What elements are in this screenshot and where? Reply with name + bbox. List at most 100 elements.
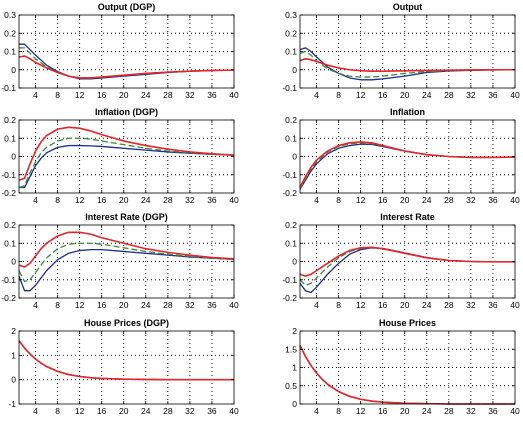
x-tick-label: 40 xyxy=(229,90,239,100)
axes-frame xyxy=(18,330,235,405)
series-green-line xyxy=(18,340,234,381)
x-tick-label: 16 xyxy=(97,195,107,205)
x-tick-label: 28 xyxy=(444,90,454,100)
y-tick-label: -0.1 xyxy=(1,170,16,180)
x-tick-label: 20 xyxy=(400,300,410,310)
y-tick-label: 0.1 xyxy=(4,133,16,143)
series-green-line xyxy=(18,242,235,283)
x-tick-label: 12 xyxy=(356,195,366,205)
x-tick-label: 40 xyxy=(510,90,520,100)
y-tick-label: 1 xyxy=(11,350,16,360)
x-tick-label: 36 xyxy=(207,300,217,310)
x-tick-label: 36 xyxy=(488,300,498,310)
y-tick-label: 0.2 xyxy=(285,220,297,230)
x-tick-label: 20 xyxy=(119,195,129,205)
series-red-line xyxy=(299,246,515,277)
y-tick-label: -0.1 xyxy=(282,83,297,93)
series-blue-line xyxy=(299,345,515,405)
y-tick-label: 0.1 xyxy=(4,47,16,57)
x-tick-label: 24 xyxy=(422,300,432,310)
x-tick-label: 4 xyxy=(314,406,319,416)
series-green-line xyxy=(299,50,516,78)
x-tick-label: 16 xyxy=(97,406,107,416)
series-red-line xyxy=(18,55,235,79)
x-tick-label: 8 xyxy=(55,90,60,100)
x-tick-label: 20 xyxy=(119,406,129,416)
y-tick-label: -1 xyxy=(8,399,16,409)
x-tick-label: 28 xyxy=(444,406,454,416)
x-tick-label: 8 xyxy=(336,300,341,310)
subplot-2: 4 8 12 16 20 24 28 32 36 40 -0.1 0 0.1 0.2 0.3 Output xyxy=(282,2,520,100)
series-red-line xyxy=(299,141,516,188)
x-tick-label: 8 xyxy=(336,406,341,416)
x-tick-label: 28 xyxy=(444,195,454,205)
x-tick-label: 28 xyxy=(444,300,454,310)
x-tick-label: 8 xyxy=(336,90,341,100)
x-tick-label: 36 xyxy=(488,90,498,100)
y-tick-label: 0.2 xyxy=(285,28,297,38)
x-tick-label: 36 xyxy=(207,406,217,416)
y-tick-label: 0.2 xyxy=(285,115,297,125)
x-tick-label: 32 xyxy=(185,195,195,205)
series-blue-line xyxy=(299,47,516,81)
x-tick-label: 24 xyxy=(422,406,432,416)
y-tick-label: -0.1 xyxy=(1,275,16,285)
x-tick-label: 16 xyxy=(378,90,388,100)
x-tick-label: 20 xyxy=(119,300,129,310)
series-red-line xyxy=(18,126,235,181)
chart-title: Interest Rate xyxy=(380,212,435,222)
x-tick-label: 24 xyxy=(141,300,151,310)
y-tick-label: 0 xyxy=(11,152,16,162)
x-tick-label: 16 xyxy=(378,195,388,205)
x-tick-label: 20 xyxy=(400,195,410,205)
y-tick-label: 0.1 xyxy=(285,133,297,143)
x-tick-label: 20 xyxy=(400,406,410,416)
chart-title: Output xyxy=(393,2,423,12)
x-tick-label: 24 xyxy=(141,90,151,100)
subplot-5: 4 8 12 16 20 24 28 32 36 40 -0.2 -0.1 0 0.1 0.2 Interes… xyxy=(1,212,239,310)
x-tick-label: 32 xyxy=(466,195,476,205)
x-tick-label: 32 xyxy=(466,300,476,310)
x-tick-label: 40 xyxy=(229,195,239,205)
x-tick-label: 24 xyxy=(422,90,432,100)
x-tick-label: 8 xyxy=(55,195,60,205)
y-tick-label: -0.1 xyxy=(282,275,297,285)
x-tick-label: 28 xyxy=(163,195,173,205)
x-tick-label: 12 xyxy=(75,406,85,416)
x-tick-label: 12 xyxy=(75,300,85,310)
series-green-line xyxy=(299,345,515,405)
y-tick-label: 0.3 xyxy=(285,10,297,20)
x-tick-label: 4 xyxy=(33,300,38,310)
y-tick-label: 1.5 xyxy=(285,344,297,354)
subplot-1: 4 8 12 16 20 24 28 32 36 40 -0.1 0 0.1 0.2 0.3 Output (… xyxy=(1,2,239,100)
x-tick-label: 24 xyxy=(141,195,151,205)
y-tick-label: -0.1 xyxy=(282,170,297,180)
y-tick-label: 1 xyxy=(292,363,297,373)
x-tick-label: 24 xyxy=(141,406,151,416)
y-tick-label: 0 xyxy=(292,257,297,267)
x-tick-label: 40 xyxy=(510,195,520,205)
series-red-line xyxy=(299,345,515,405)
subplot-3: 4 8 12 16 20 24 28 32 36 40 -0.2 -0.1 0 0.1 0.2 Inflati… xyxy=(1,107,239,205)
series-red-line xyxy=(18,231,235,268)
x-tick-label: 28 xyxy=(163,90,173,100)
y-tick-label: -0.2 xyxy=(1,188,16,198)
series-red-line xyxy=(299,57,515,73)
x-tick-label: 40 xyxy=(229,406,239,416)
series-blue-line xyxy=(18,248,235,292)
x-tick-label: 8 xyxy=(336,195,341,205)
x-tick-label: 12 xyxy=(356,90,366,100)
x-tick-label: 8 xyxy=(55,300,60,310)
x-tick-label: 20 xyxy=(400,90,410,100)
x-tick-label: 4 xyxy=(33,195,38,205)
x-tick-label: 4 xyxy=(33,406,38,416)
x-tick-label: 20 xyxy=(119,90,129,100)
x-tick-label: 24 xyxy=(422,195,432,205)
subplot-6: 4 8 12 16 20 24 28 32 36 40 -0.2 -0.1 0 0.1 0.2 Interes… xyxy=(282,212,520,310)
series-green-line xyxy=(299,142,516,190)
x-tick-label: 4 xyxy=(314,195,319,205)
y-tick-label: 0 xyxy=(292,399,297,409)
series-blue-line xyxy=(19,43,235,80)
x-tick-label: 12 xyxy=(75,90,85,100)
